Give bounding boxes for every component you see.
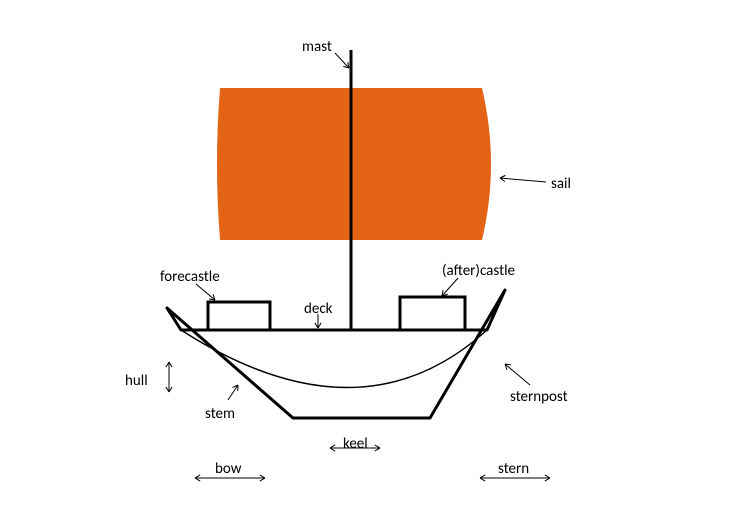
label-hull: hull (125, 372, 148, 390)
label-bow: bow (215, 460, 241, 478)
label-keel: keel (343, 435, 368, 453)
label-stern: stern (498, 460, 529, 478)
label-sternpost: sternpost (510, 388, 568, 406)
label-deck: deck (304, 300, 333, 318)
label-sail: sail (551, 175, 571, 193)
label-aftercastle: (after)castle (442, 262, 515, 280)
label-mast: mast (302, 38, 332, 56)
ship-diagram: mast sail forecastle (after)castle deck … (0, 0, 730, 524)
label-stem: stem (205, 405, 235, 423)
label-forecastle: forecastle (160, 268, 220, 286)
